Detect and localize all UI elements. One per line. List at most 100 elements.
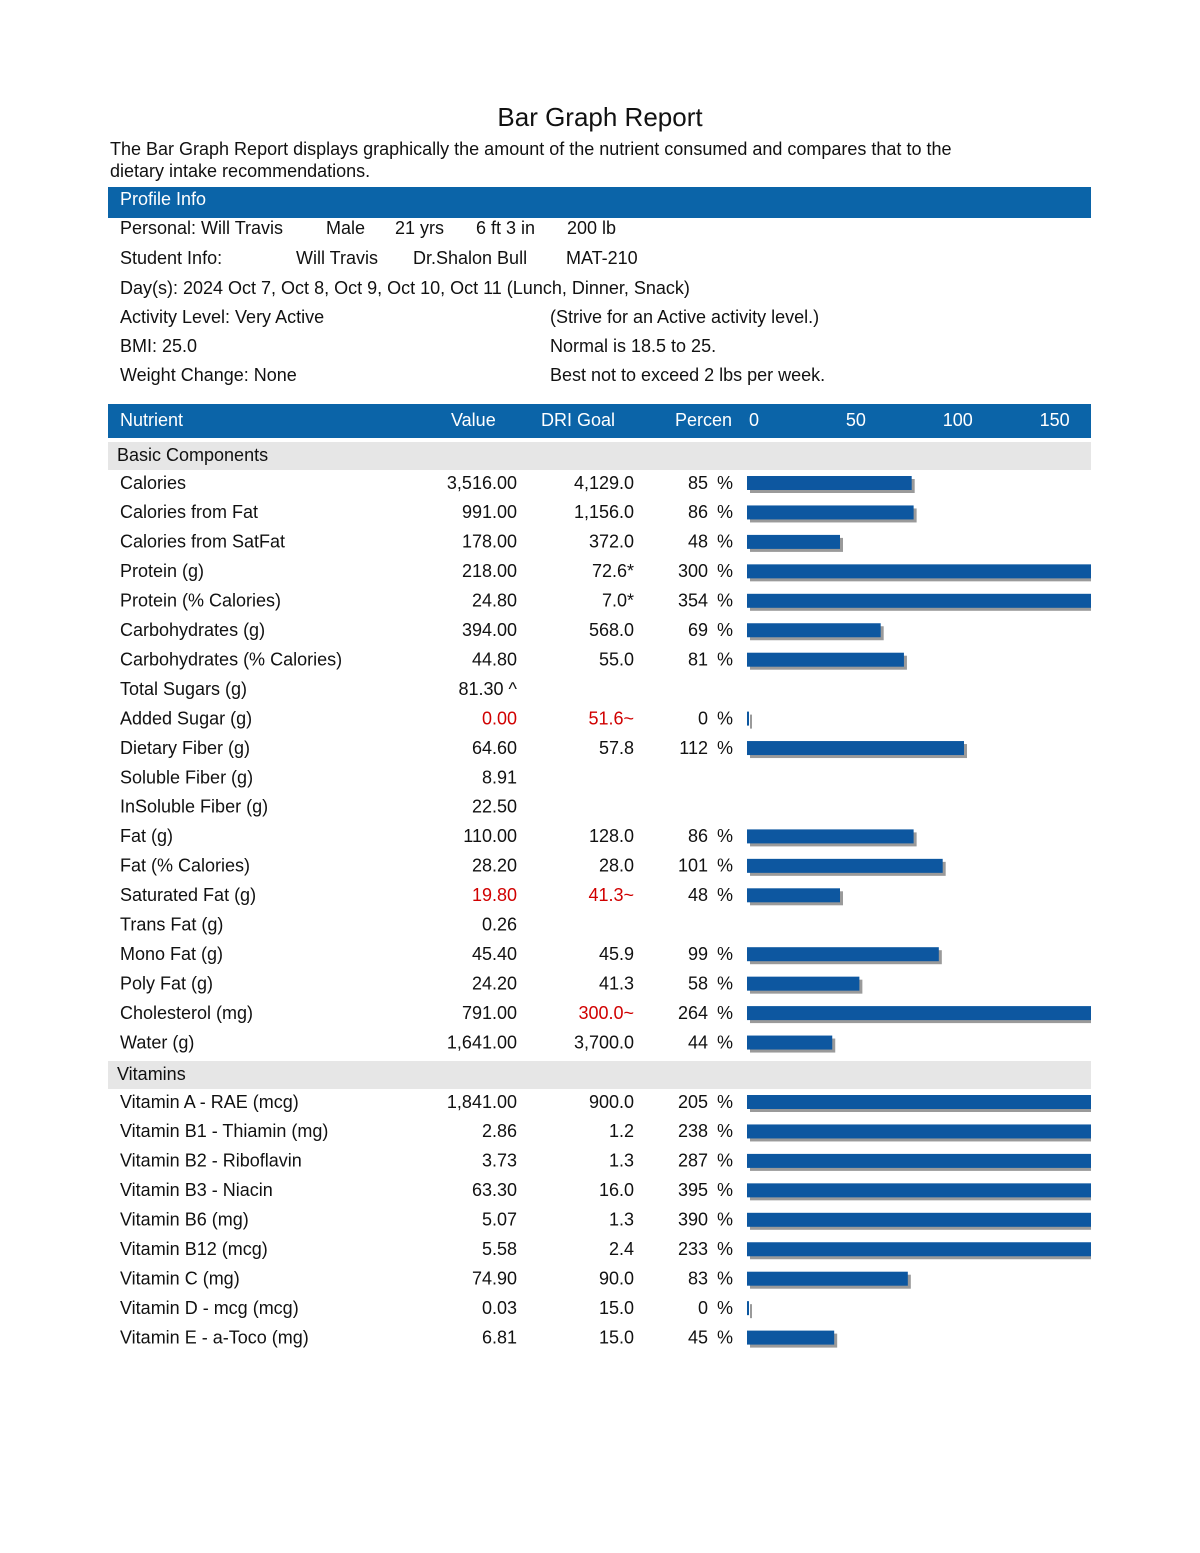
percent-sign: % <box>717 561 733 581</box>
dri-goal: 51.6~ <box>588 708 634 728</box>
percent-sign: % <box>717 1151 733 1171</box>
profile-field: BMI: 25.0 <box>120 336 197 356</box>
nutrient: Fat (% Calories) <box>120 856 250 876</box>
profile-field: Personal: Will Travis <box>120 218 283 238</box>
percent: 390 <box>678 1210 708 1230</box>
percent-sign: % <box>717 1210 733 1230</box>
percent: 112 <box>679 738 708 758</box>
percent-sign: % <box>717 502 733 522</box>
nutrient: Poly Fat (g) <box>120 973 213 993</box>
bar <box>747 829 914 844</box>
percent: 395 <box>678 1180 708 1200</box>
nutrient: Vitamin B12 (mcg) <box>120 1239 268 1259</box>
profile-field: Normal is 18.5 to 25. <box>550 336 716 356</box>
column-header: Percen <box>675 410 732 430</box>
profile-field: MAT-210 <box>566 248 638 268</box>
dri-goal: 372.0 <box>589 532 634 552</box>
nutrient: Protein (g) <box>120 561 204 581</box>
nutrient: Vitamin B2 - Riboflavin <box>120 1151 302 1171</box>
bar <box>747 1242 1091 1257</box>
bar <box>747 623 881 638</box>
nutrient: Carbohydrates (g) <box>120 620 265 640</box>
dri-goal: 3,700.0 <box>574 1032 634 1052</box>
bar <box>747 564 1091 579</box>
dri-goal: 16.0 <box>599 1180 634 1200</box>
value: 2.86 <box>482 1121 517 1141</box>
bar <box>747 505 914 520</box>
nutrient: Fat (g) <box>120 826 173 846</box>
value: 1,641.00 <box>447 1032 517 1052</box>
bar <box>747 888 840 903</box>
bar <box>747 1271 908 1286</box>
percent-sign: % <box>717 1327 733 1347</box>
bar-shadow <box>750 1304 752 1319</box>
description: dietary intake recommendations. <box>110 161 370 181</box>
dri-goal: 41.3 <box>599 973 634 993</box>
profile-field: Activity Level: Very Active <box>120 307 324 327</box>
percent-sign: % <box>717 885 733 905</box>
profile-header: Profile Info <box>120 189 206 209</box>
dri-goal: 41.3~ <box>588 885 634 905</box>
profile-field: 6 ft 3 in <box>476 218 535 238</box>
profile-field: 21 yrs <box>395 218 444 238</box>
percent: 83 <box>688 1268 708 1288</box>
percent: 238 <box>678 1121 708 1141</box>
percent-sign: % <box>717 1121 733 1141</box>
percent: 0 <box>698 1298 708 1318</box>
percent: 48 <box>688 885 708 905</box>
percent-sign: % <box>717 708 733 728</box>
bar <box>747 1301 749 1316</box>
nutrient: Dietary Fiber (g) <box>120 738 250 758</box>
dri-goal: 7.0* <box>602 591 634 611</box>
section-band <box>108 1061 1091 1089</box>
bar <box>747 1330 835 1345</box>
dri-goal: 15.0 <box>599 1327 634 1347</box>
value: 394.00 <box>462 620 517 640</box>
value: 5.07 <box>482 1210 517 1230</box>
value: 0.03 <box>482 1298 517 1318</box>
percent-sign: % <box>717 973 733 993</box>
value: 5.58 <box>482 1239 517 1259</box>
section-band <box>108 442 1091 470</box>
bar <box>747 711 749 726</box>
percent-sign: % <box>717 1298 733 1318</box>
nutrient: Calories from Fat <box>120 502 258 522</box>
percent-sign: % <box>717 1003 733 1023</box>
percent: 300 <box>678 561 708 581</box>
nutrient: Soluble Fiber (g) <box>120 767 253 787</box>
profile-field: Weight Change: None <box>120 365 297 385</box>
value: 22.50 <box>472 797 517 817</box>
percent-sign: % <box>717 1092 733 1112</box>
dri-goal: 28.0 <box>599 856 634 876</box>
value: 24.80 <box>472 591 517 611</box>
value: 44.80 <box>472 649 517 669</box>
percent-sign: % <box>717 532 733 552</box>
value: 63.30 <box>472 1180 517 1200</box>
percent: 69 <box>688 620 708 640</box>
dri-goal: 55.0 <box>599 649 634 669</box>
bar <box>747 593 1091 608</box>
nutrient: Vitamin B3 - Niacin <box>120 1180 273 1200</box>
nutrient: Vitamin B1 - Thiamin (mg) <box>120 1121 328 1141</box>
bar <box>747 1153 1091 1168</box>
value: 0.00 <box>482 708 517 728</box>
dri-goal: 72.6* <box>592 561 634 581</box>
dri-goal: 1.3 <box>609 1151 634 1171</box>
value: 74.90 <box>472 1268 517 1288</box>
nutrient: Vitamin A - RAE (mcg) <box>120 1092 299 1112</box>
percent: 0 <box>698 708 708 728</box>
nutrient: Protein (% Calories) <box>120 591 281 611</box>
value: 1,841.00 <box>447 1092 517 1112</box>
nutrient: Vitamin B6 (mg) <box>120 1210 249 1230</box>
percent-sign: % <box>717 1239 733 1259</box>
value: 0.26 <box>482 915 517 935</box>
dri-goal: 4,129.0 <box>574 473 634 493</box>
bars <box>747 476 1091 1348</box>
bar <box>747 1124 1091 1139</box>
bar <box>747 652 904 667</box>
percent: 86 <box>688 826 708 846</box>
value: 178.00 <box>462 532 517 552</box>
section-name: Vitamins <box>117 1064 186 1084</box>
